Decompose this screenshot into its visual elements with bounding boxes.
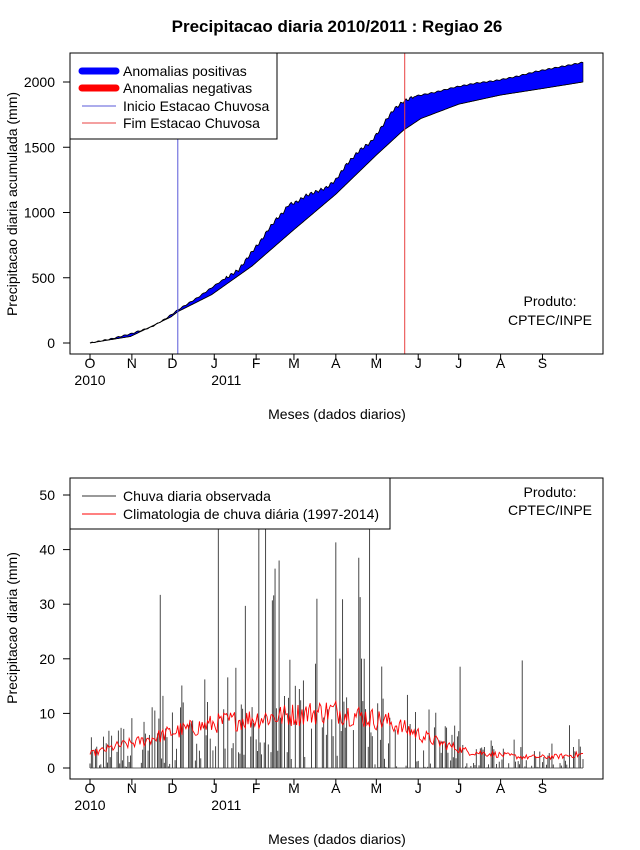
bottom-x-tick-label: F: [252, 780, 261, 796]
climatology-line: [89, 699, 584, 761]
top-x-axis-label: Meses (dados diarios): [268, 406, 406, 422]
legend-label-season-start: Inicio Estacao Chuvosa: [123, 98, 270, 114]
top-x-tick-label: J: [211, 355, 218, 371]
top-x-tick-label: J: [415, 355, 422, 371]
legend-label-climatology: Climatologia de chuva diária (1997-2014): [123, 506, 379, 522]
top-x-tick-label: O: [85, 355, 96, 371]
bottom-year-label: 2011: [211, 797, 241, 813]
legend-label-positive: Anomalias positivas: [123, 63, 247, 79]
top-x-tick-label: A: [496, 355, 506, 371]
bottom-panel: 0 10 20 30 40 50 O N D J F M A M J J A S 2010 2011 Precipi…: [4, 477, 604, 847]
bottom-x-tick-label: A: [496, 780, 506, 796]
bottom-x-tick-label: D: [167, 780, 177, 796]
bottom-y-axis-label: Precipitacao diaria (mm): [4, 552, 20, 704]
top-x-tick-label: J: [455, 355, 462, 371]
bottom-x-tick-label: S: [538, 780, 547, 796]
observed-cumulative-line: [89, 61, 584, 344]
bottom-y-tick-label: 0: [47, 760, 55, 776]
anomaly-area: [89, 61, 584, 344]
top-x-tick-label: F: [252, 355, 261, 371]
top-x-tick-label: A: [331, 355, 341, 371]
top-x-tick-label: M: [288, 355, 300, 371]
bottom-y-tick-label: 40: [39, 542, 55, 558]
top-y-tick-label: 500: [32, 270, 56, 286]
bottom-x-tick-label: M: [371, 780, 383, 796]
bottom-x-axis: O N D J F M A M J J A S 2010 2011: [74, 779, 547, 813]
top-legend: Anomalias positivas Anomalias negativas …: [69, 52, 278, 140]
bottom-legend: Chuva diaria observada Climatologia de c…: [69, 477, 391, 530]
climatology-cumulative-line: [89, 81, 584, 344]
top-x-tick-label: M: [371, 355, 383, 371]
bottom-credit-line1: Produto:: [524, 484, 577, 500]
chart-title: Precipitacao diaria 2010/2011 : Regiao 2…: [172, 17, 503, 36]
top-y-tick-label: 0: [47, 335, 55, 351]
top-credit-line2: CPTEC/INPE: [508, 312, 592, 328]
legend-label-season-end: Fim Estacao Chuvosa: [123, 115, 260, 131]
bottom-x-tick-label: J: [455, 780, 462, 796]
top-y-axis-label: Precipitacao diaria acumulada (mm): [4, 92, 20, 316]
legend-label-observed: Chuva diaria observada: [123, 488, 271, 504]
bottom-x-tick-label: O: [85, 780, 96, 796]
bottom-x-tick-label: M: [288, 780, 300, 796]
top-legend-box: [69, 52, 278, 140]
top-y-tick-label: 2000: [24, 74, 55, 90]
bottom-x-tick-label: N: [127, 780, 137, 796]
top-credit-line1: Produto:: [524, 293, 577, 309]
bottom-x-tick-label: A: [331, 780, 341, 796]
bottom-x-tick-label: J: [211, 780, 218, 796]
top-y-tick-label: 1500: [24, 139, 55, 155]
bottom-x-axis-label: Meses (dados diarios): [268, 831, 406, 847]
bottom-x-tick-label: J: [415, 780, 422, 796]
top-x-tick-label: S: [538, 355, 547, 371]
top-x-tick-label: D: [167, 355, 177, 371]
top-plot-frame: [69, 52, 604, 355]
bottom-y-tick-label: 10: [39, 705, 55, 721]
daily-rain-bars: [89, 490, 584, 769]
legend-label-negative: Anomalias negativas: [123, 80, 252, 96]
top-x-tick-label: N: [127, 355, 137, 371]
bottom-year-label: 2010: [74, 797, 105, 813]
top-y-axis: 0 500 1000 1500 2000: [24, 74, 70, 351]
top-year-label: 2010: [74, 372, 105, 388]
bottom-y-tick-label: 50: [39, 487, 55, 503]
bottom-legend-box: [69, 477, 391, 530]
top-y-tick-label: 1000: [24, 205, 55, 221]
bottom-credit-line2: CPTEC/INPE: [508, 502, 592, 518]
top-year-label: 2011: [211, 372, 241, 388]
bottom-y-axis: 0 10 20 30 40 50: [39, 487, 70, 776]
bottom-y-tick-label: 20: [39, 651, 55, 667]
top-x-axis: O N D J F M A M J J A S 2010 2011: [74, 354, 547, 388]
top-panel: 0 500 1000 1500 2000 O N D J F M A M J J A S 2010 2011 Pr…: [4, 52, 604, 422]
bottom-y-tick-label: 30: [39, 596, 55, 612]
